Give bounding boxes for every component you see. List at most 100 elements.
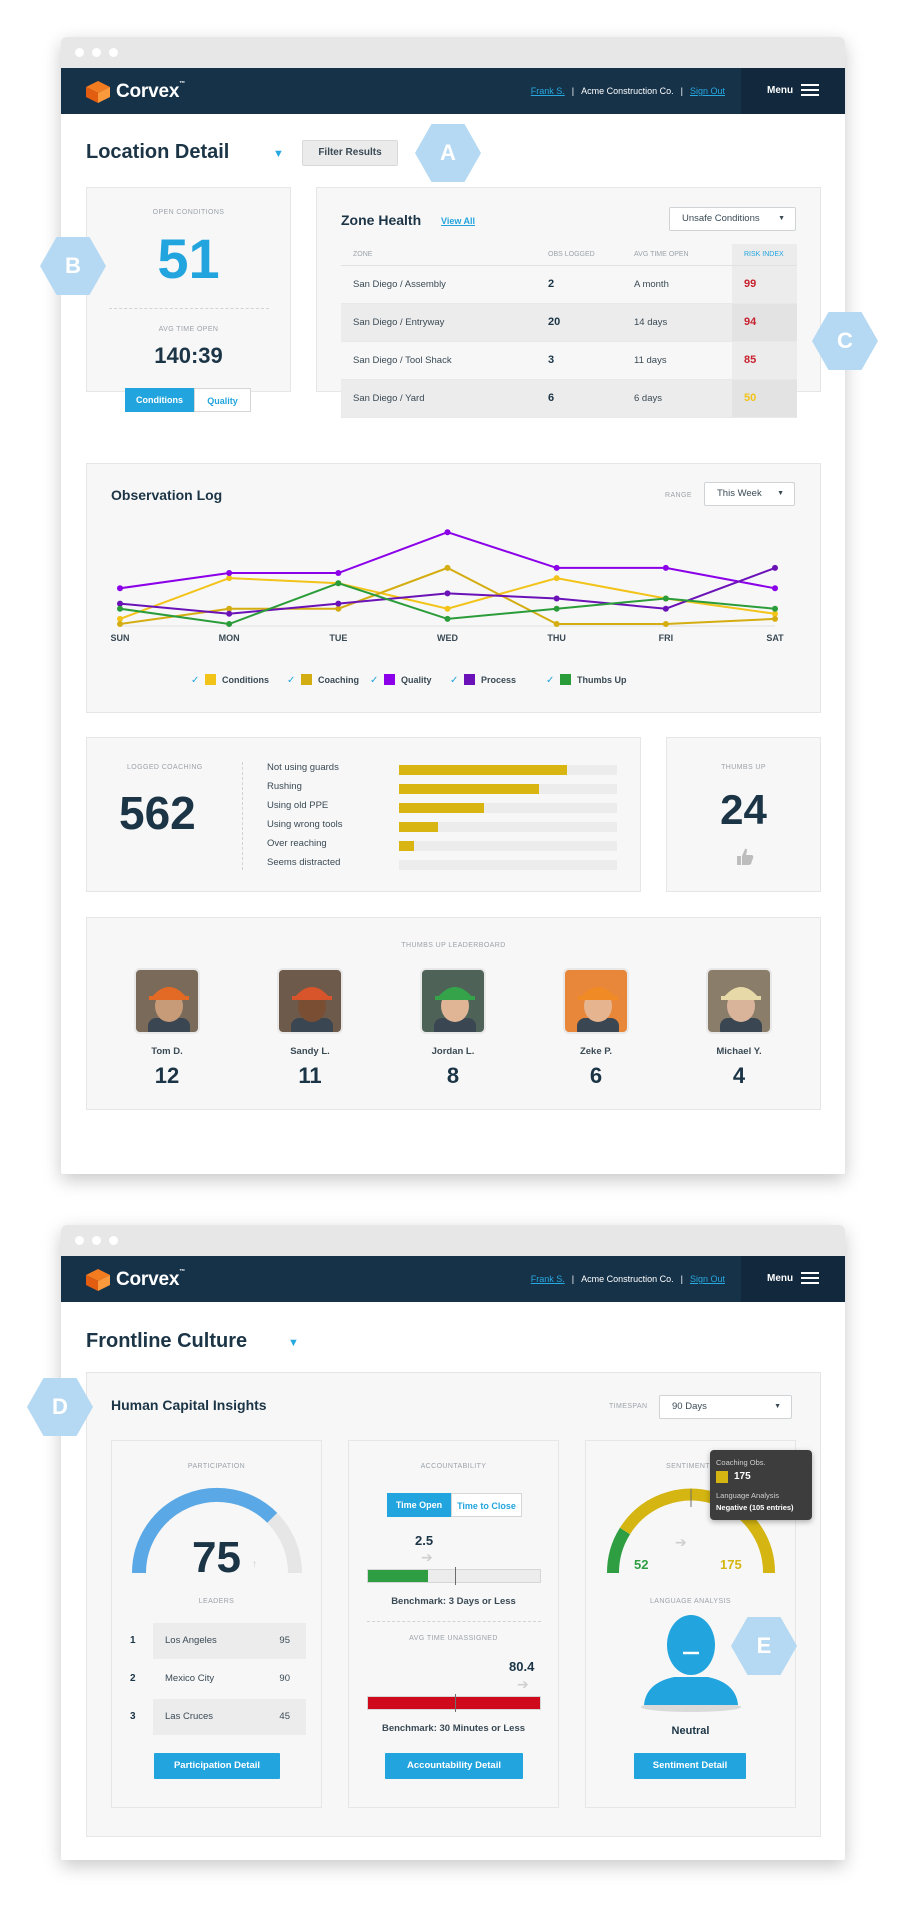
- condition-type-dropdown[interactable]: Unsafe Conditions ▼: [669, 207, 796, 231]
- leader-row[interactable]: 3 Las Cruces 45: [130, 1699, 306, 1735]
- window-dot[interactable]: [75, 48, 84, 57]
- window-dot[interactable]: [92, 1236, 101, 1245]
- sign-out-link[interactable]: Sign Out: [689, 86, 725, 96]
- data-point[interactable]: [553, 575, 560, 582]
- data-point[interactable]: [772, 564, 778, 571]
- data-point[interactable]: [226, 570, 233, 576]
- data-point[interactable]: [772, 585, 778, 592]
- chevron-down-icon[interactable]: ▼: [288, 1337, 299, 1349]
- view-all-link[interactable]: View All: [441, 216, 476, 226]
- data-point[interactable]: [553, 605, 560, 612]
- check-icon: ✓: [450, 675, 458, 686]
- series-line-quality[interactable]: [119, 531, 776, 590]
- coaching-bar-row[interactable]: Using wrong tools: [267, 817, 619, 836]
- data-point[interactable]: [335, 605, 342, 612]
- data-point[interactable]: [117, 605, 123, 612]
- data-point[interactable]: [444, 615, 451, 622]
- column-header[interactable]: ZONE: [341, 244, 536, 266]
- leader-row[interactable]: 1 Los Angeles 95: [130, 1623, 306, 1659]
- data-point[interactable]: [662, 621, 669, 627]
- data-point[interactable]: [662, 595, 669, 602]
- data-point[interactable]: [553, 595, 560, 602]
- accountability-detail-button[interactable]: Accountability Detail: [385, 1753, 523, 1779]
- avatar[interactable]: [277, 968, 343, 1034]
- data-point[interactable]: [335, 580, 342, 587]
- coaching-bar-row[interactable]: Using old PPE: [267, 798, 619, 817]
- data-point[interactable]: [444, 590, 451, 597]
- column-header[interactable]: AVG TIME OPEN: [622, 244, 732, 266]
- logo[interactable]: Corvex™: [85, 80, 185, 104]
- data-point[interactable]: [772, 610, 778, 617]
- data-point[interactable]: [553, 564, 560, 571]
- legend-swatch: [464, 674, 475, 685]
- annotation-marker-d: D: [27, 1377, 93, 1437]
- data-point[interactable]: [226, 610, 233, 617]
- column-header[interactable]: RISK INDEX: [732, 244, 797, 266]
- coaching-bar-track: [399, 765, 617, 775]
- avatar[interactable]: [706, 968, 772, 1034]
- data-point[interactable]: [117, 615, 123, 622]
- toggle-time-open[interactable]: Time Open: [387, 1493, 451, 1517]
- avg-time-open-value: 140:39: [154, 343, 223, 368]
- data-point[interactable]: [335, 570, 342, 576]
- sign-out-link[interactable]: Sign Out: [689, 1274, 725, 1284]
- top-nav: Corvex™ Frank S. | Acme Construction Co. | S…: [61, 68, 845, 114]
- user-link[interactable]: Frank S.: [530, 86, 565, 96]
- filter-results-button[interactable]: Filter Results: [302, 140, 398, 166]
- menu-button[interactable]: Menu: [741, 1256, 845, 1302]
- window-dot[interactable]: [109, 48, 118, 57]
- legend-item[interactable]: ✓ Quality: [370, 674, 432, 686]
- data-point[interactable]: [444, 605, 451, 612]
- data-point[interactable]: [444, 529, 451, 536]
- table-row[interactable]: San Diego / Yard 6 6 days 50: [341, 379, 797, 418]
- coaching-bar-row[interactable]: Not using guards: [267, 760, 619, 779]
- leader-row[interactable]: 2 Mexico City 90: [130, 1673, 290, 1684]
- table-row[interactable]: San Diego / Entryway 20 14 days 94: [341, 303, 797, 342]
- data-point[interactable]: [772, 615, 778, 622]
- toggle-conditions[interactable]: Conditions: [125, 388, 194, 412]
- avatar[interactable]: [563, 968, 629, 1034]
- data-point[interactable]: [226, 605, 233, 612]
- check-icon: ✓: [287, 675, 295, 686]
- data-point[interactable]: [117, 621, 123, 627]
- sentiment-detail-button[interactable]: Sentiment Detail: [634, 1753, 746, 1779]
- data-point[interactable]: [553, 621, 560, 627]
- legend-item[interactable]: ✓ Thumbs Up: [546, 674, 627, 686]
- window-dot[interactable]: [75, 1236, 84, 1245]
- coaching-bar-row[interactable]: Over reaching: [267, 836, 619, 855]
- timespan-dropdown[interactable]: 90 Days ▼: [659, 1395, 792, 1419]
- data-point[interactable]: [226, 575, 233, 582]
- coaching-bar-row[interactable]: Seems distracted: [267, 855, 619, 874]
- chevron-down-icon[interactable]: ▼: [273, 148, 284, 160]
- data-point[interactable]: [117, 585, 123, 592]
- benchmark-marker: [455, 1567, 456, 1585]
- range-dropdown[interactable]: This Week ▼: [704, 482, 795, 506]
- participation-detail-button[interactable]: Participation Detail: [154, 1753, 280, 1779]
- avatar[interactable]: [134, 968, 200, 1034]
- data-point[interactable]: [772, 605, 778, 612]
- logo[interactable]: Corvex™: [85, 1268, 185, 1292]
- data-point[interactable]: [662, 564, 669, 571]
- observation-log-title: Observation Log: [111, 487, 223, 503]
- column-header[interactable]: OBS LOGGED: [536, 244, 622, 266]
- data-point[interactable]: [226, 621, 233, 627]
- legend-item[interactable]: ✓ Conditions: [191, 674, 269, 686]
- legend-item[interactable]: ✓ Process: [450, 674, 516, 686]
- avatar[interactable]: [420, 968, 486, 1034]
- legend-item[interactable]: ✓ Coaching: [287, 674, 359, 686]
- toggle-quality[interactable]: Quality: [194, 388, 251, 412]
- coaching-bar-label: Seems distracted: [267, 857, 341, 868]
- toggle-time-to-close[interactable]: Time to Close: [451, 1493, 522, 1517]
- table-row[interactable]: San Diego / Assembly 2 A month 99: [341, 265, 797, 304]
- window-dot[interactable]: [109, 1236, 118, 1245]
- user-link[interactable]: Frank S.: [530, 1274, 565, 1284]
- data-point[interactable]: [662, 605, 669, 612]
- data-point[interactable]: [335, 600, 342, 607]
- coaching-bar-row[interactable]: Rushing: [267, 779, 619, 798]
- menu-button[interactable]: Menu: [741, 68, 845, 114]
- table-row[interactable]: San Diego / Tool Shack 3 11 days 85: [341, 341, 797, 380]
- unassigned-bar: [367, 1694, 541, 1712]
- window-dot[interactable]: [92, 48, 101, 57]
- data-point[interactable]: [444, 564, 451, 571]
- data-point[interactable]: [117, 600, 123, 607]
